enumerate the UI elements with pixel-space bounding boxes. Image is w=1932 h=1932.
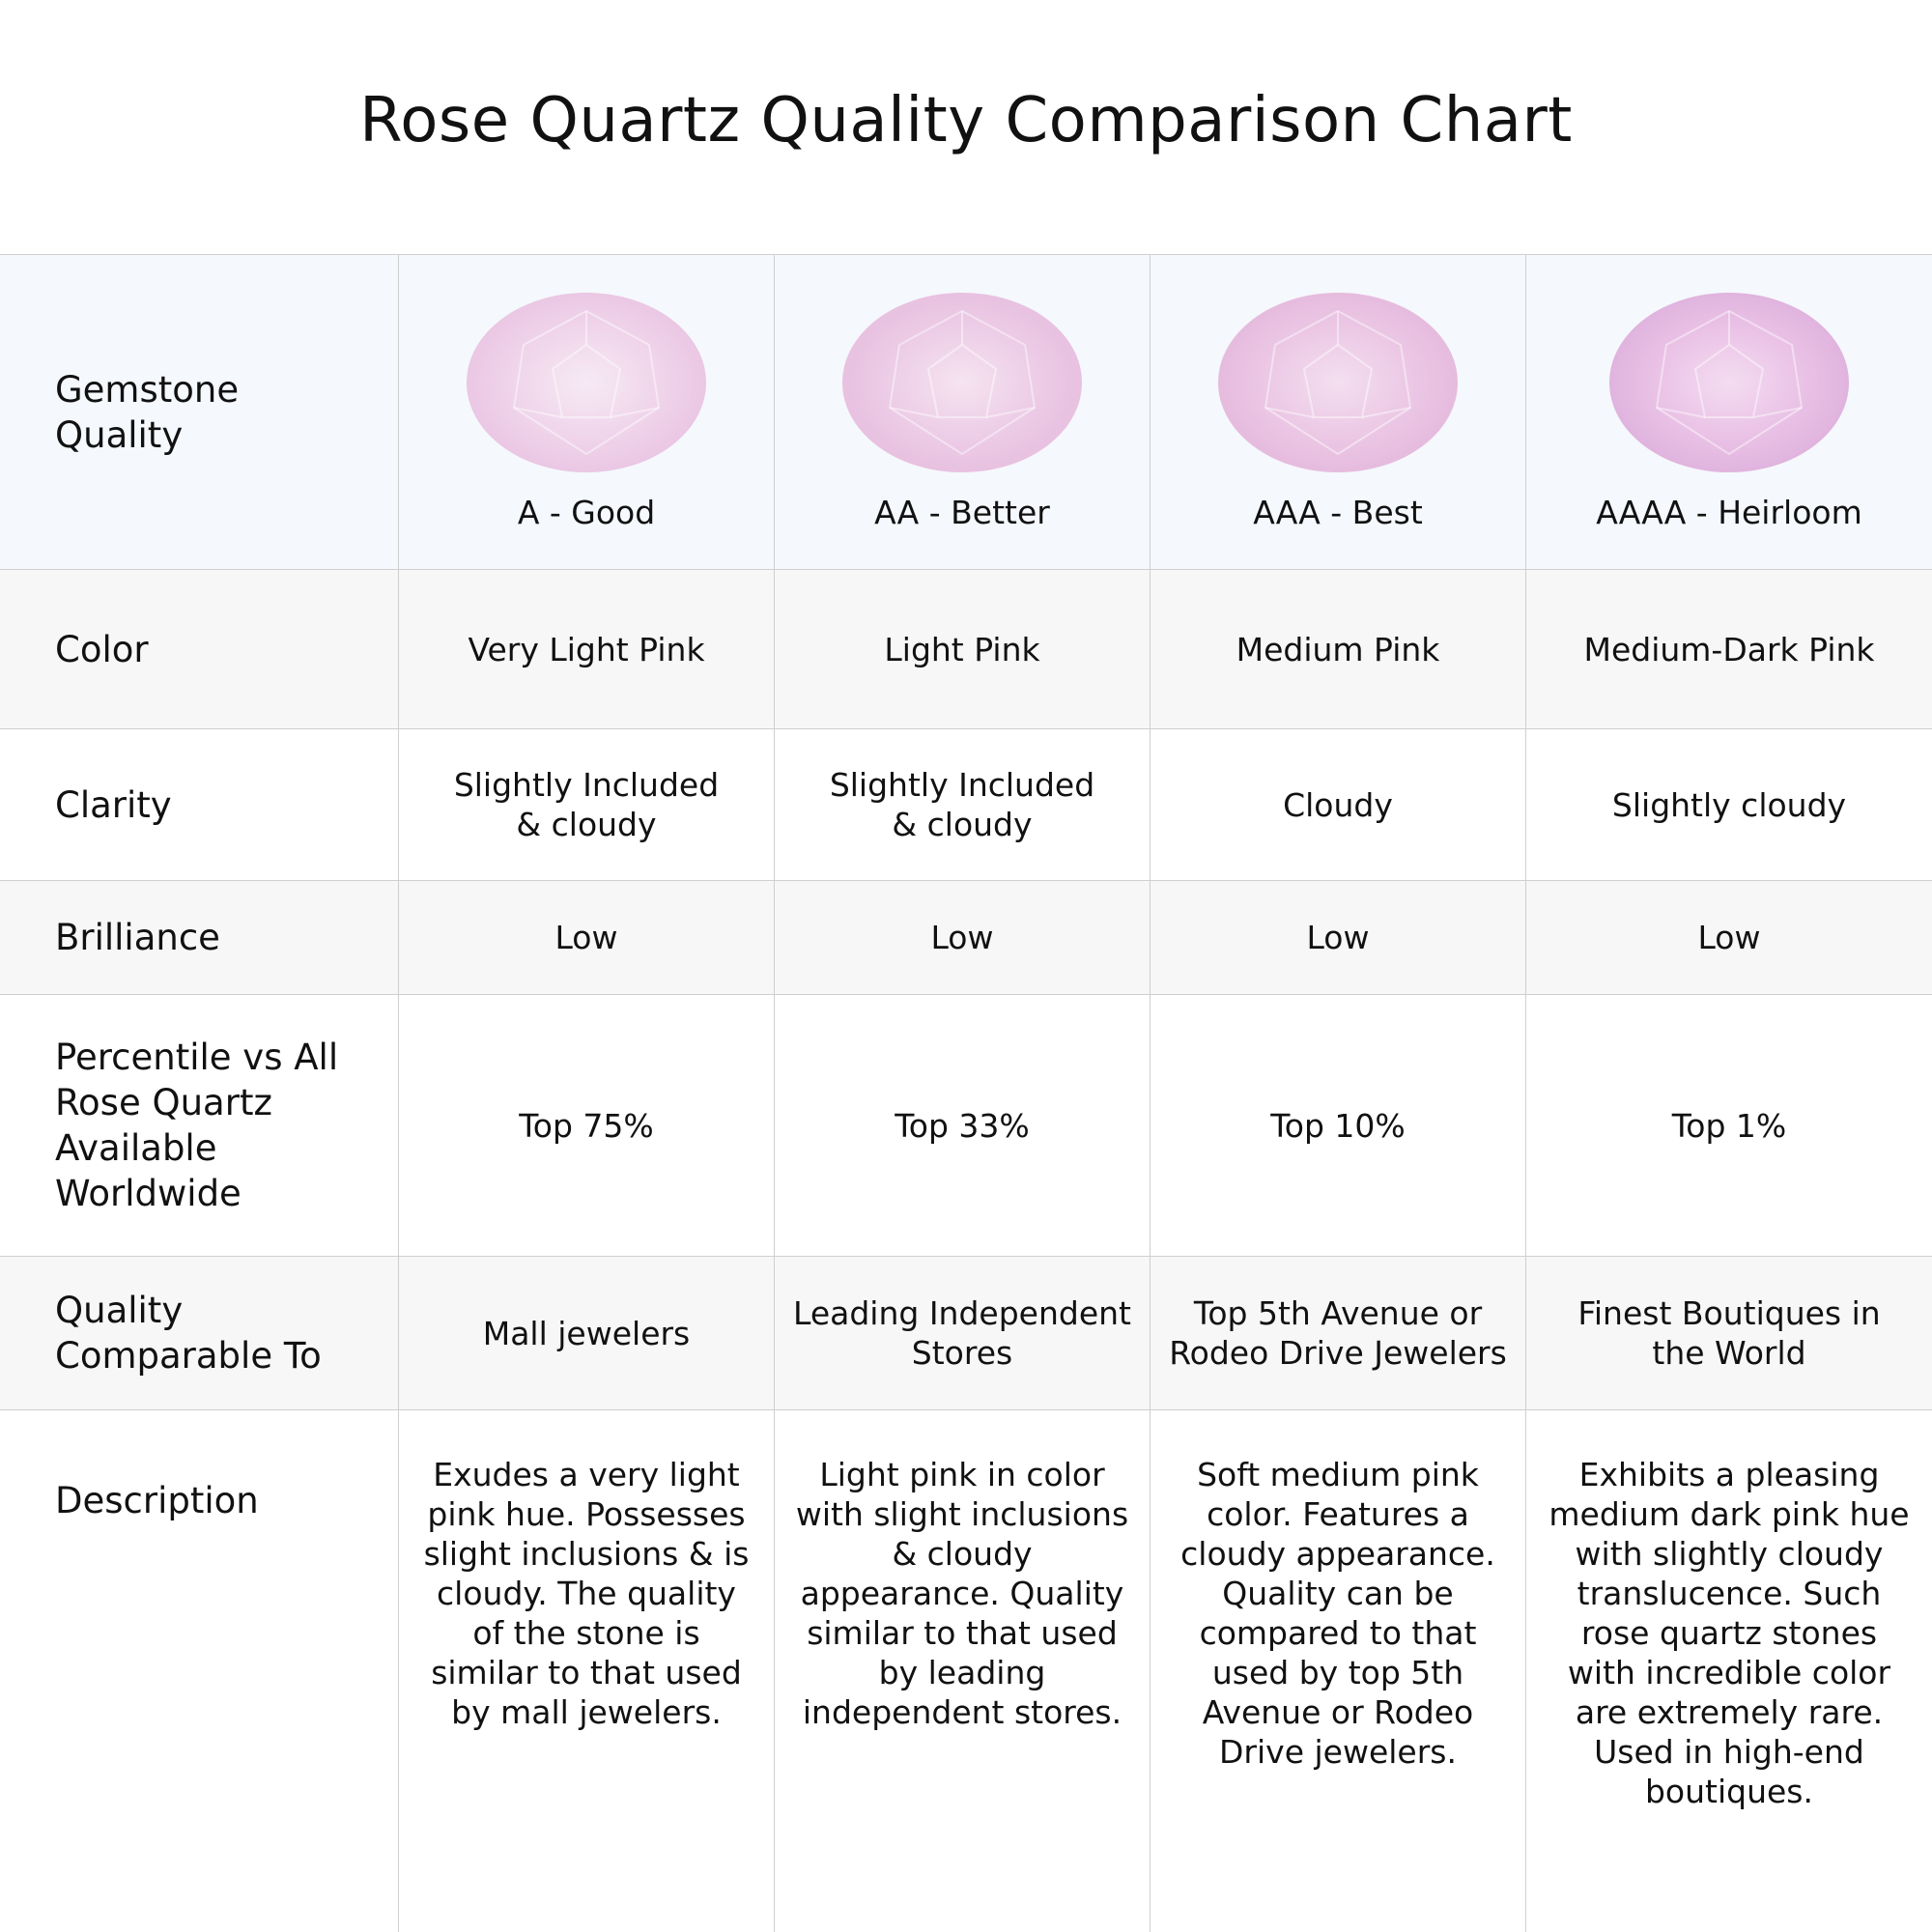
table-cell: Slightly Included & cloudy	[398, 728, 774, 880]
gem-image	[1218, 293, 1458, 472]
table-cell: Finest Boutiques in the World	[1525, 1256, 1932, 1409]
row-label: Percentile vs All Rose Quartz Available …	[0, 994, 398, 1256]
gem-image	[1609, 293, 1849, 472]
row-label: Description	[0, 1409, 398, 1932]
grade-cell: AAA - Best	[1150, 254, 1525, 569]
row-label: Brilliance	[0, 880, 398, 994]
table-cell: Mall jewelers	[398, 1256, 774, 1409]
row-label: Clarity	[0, 728, 398, 880]
table-cell: Top 5th Avenue or Rodeo Drive Jewelers	[1150, 1256, 1525, 1409]
grade-cell: AA - Better	[774, 254, 1150, 569]
table-cell: Soft medium pink color. Features a cloud…	[1150, 1409, 1525, 1932]
grade-label: AAA - Best	[1253, 494, 1423, 531]
grade-label: AAAA - Heirloom	[1596, 494, 1862, 531]
table-cell: Exhibits a pleasing medium dark pink hue…	[1525, 1409, 1932, 1932]
table-cell: Very Light Pink	[398, 569, 774, 728]
table-cell: Top 1%	[1525, 994, 1932, 1256]
table-cell: Low	[398, 880, 774, 994]
table-cell: Low	[1525, 880, 1932, 994]
grade-label: AA - Better	[874, 494, 1050, 531]
comparison-table: Gemstone Quality A - Good AA - Better AA…	[0, 254, 1932, 1932]
table-cell: Low	[1150, 880, 1525, 994]
table-cell: Light Pink	[774, 569, 1150, 728]
grade-cell: A - Good	[398, 254, 774, 569]
table-cell: Top 10%	[1150, 994, 1525, 1256]
title: Rose Quartz Quality Comparison Chart	[359, 85, 1573, 156]
gem-image	[467, 293, 706, 472]
table-cell: Slightly cloudy	[1525, 728, 1932, 880]
table-cell: Exudes a very light pink hue. Possesses …	[398, 1409, 774, 1932]
table-cell: Top 75%	[398, 994, 774, 1256]
table-cell: Light pink in color with slight inclusio…	[774, 1409, 1150, 1932]
table-cell: Low	[774, 880, 1150, 994]
grade-label: A - Good	[517, 494, 656, 531]
table-cell: Slightly Included & cloudy	[774, 728, 1150, 880]
table-cell: Top 33%	[774, 994, 1150, 1256]
row-label: Color	[0, 569, 398, 728]
row-label: Quality Comparable To	[0, 1256, 398, 1409]
table-cell: Cloudy	[1150, 728, 1525, 880]
table-cell: Medium-Dark Pink	[1525, 569, 1932, 728]
table-cell: Leading Independent Stores	[774, 1256, 1150, 1409]
grade-cell: AAAA - Heirloom	[1525, 254, 1932, 569]
table-cell: Medium Pink	[1150, 569, 1525, 728]
row-label: Gemstone Quality	[0, 254, 398, 569]
gem-image	[842, 293, 1082, 472]
